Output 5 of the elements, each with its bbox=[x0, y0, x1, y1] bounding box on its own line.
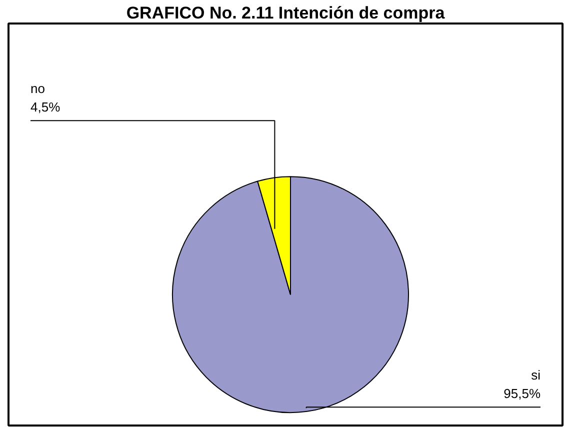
slice-label: si bbox=[531, 368, 541, 383]
slice-label: no bbox=[30, 81, 45, 96]
data-label: 4,5% bbox=[30, 100, 61, 115]
chart-title: GRAFICO No. 2.11 Intención de compra bbox=[126, 4, 446, 22]
data-label: 95,5% bbox=[504, 386, 541, 401]
